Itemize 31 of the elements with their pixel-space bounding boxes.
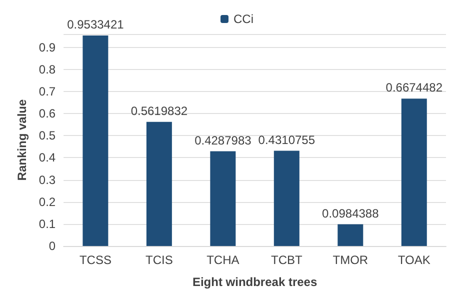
bar bbox=[210, 151, 236, 246]
data-label: 0.5619832 bbox=[130, 104, 188, 118]
x-tick-label: TOAK bbox=[398, 253, 430, 267]
y-tick-label: 0 bbox=[48, 239, 56, 253]
y-tick-label: 0.1 bbox=[38, 216, 56, 231]
y-tick-label: 0.3 bbox=[38, 172, 56, 187]
x-tick-label: TMOR bbox=[332, 253, 368, 267]
bar bbox=[146, 122, 172, 246]
data-label: 0.9533421 bbox=[67, 17, 124, 32]
x-tick-label: TCIS bbox=[146, 253, 173, 267]
data-label: 0.0984388 bbox=[322, 206, 380, 220]
bar bbox=[338, 224, 364, 246]
x-tick-label: TCSS bbox=[79, 253, 112, 267]
y-axis-title: Ranking value bbox=[15, 98, 29, 181]
data-label: 0.6674482 bbox=[386, 80, 443, 95]
bar bbox=[82, 35, 108, 246]
x-axis-title: Eight windbreak trees bbox=[192, 275, 318, 289]
y-tick-label: 0.9 bbox=[38, 40, 56, 54]
y-tick-label: 0.5 bbox=[38, 128, 56, 143]
legend-label: CCi bbox=[234, 12, 254, 26]
x-tick-label: TCBT bbox=[270, 253, 303, 267]
bar bbox=[401, 98, 427, 246]
y-tick-label: 0.2 bbox=[38, 194, 56, 209]
y-tick-label: 0.7 bbox=[38, 84, 56, 98]
y-tick-label: 0.4 bbox=[38, 150, 56, 165]
data-label: 0.4287983 bbox=[194, 133, 252, 148]
data-label: 0.4310755 bbox=[258, 132, 316, 147]
y-tick-label: 0.8 bbox=[38, 62, 56, 76]
y-tick-label: 0.6 bbox=[38, 106, 56, 120]
bar bbox=[274, 150, 300, 246]
x-tick-label: TCHA bbox=[206, 253, 240, 267]
